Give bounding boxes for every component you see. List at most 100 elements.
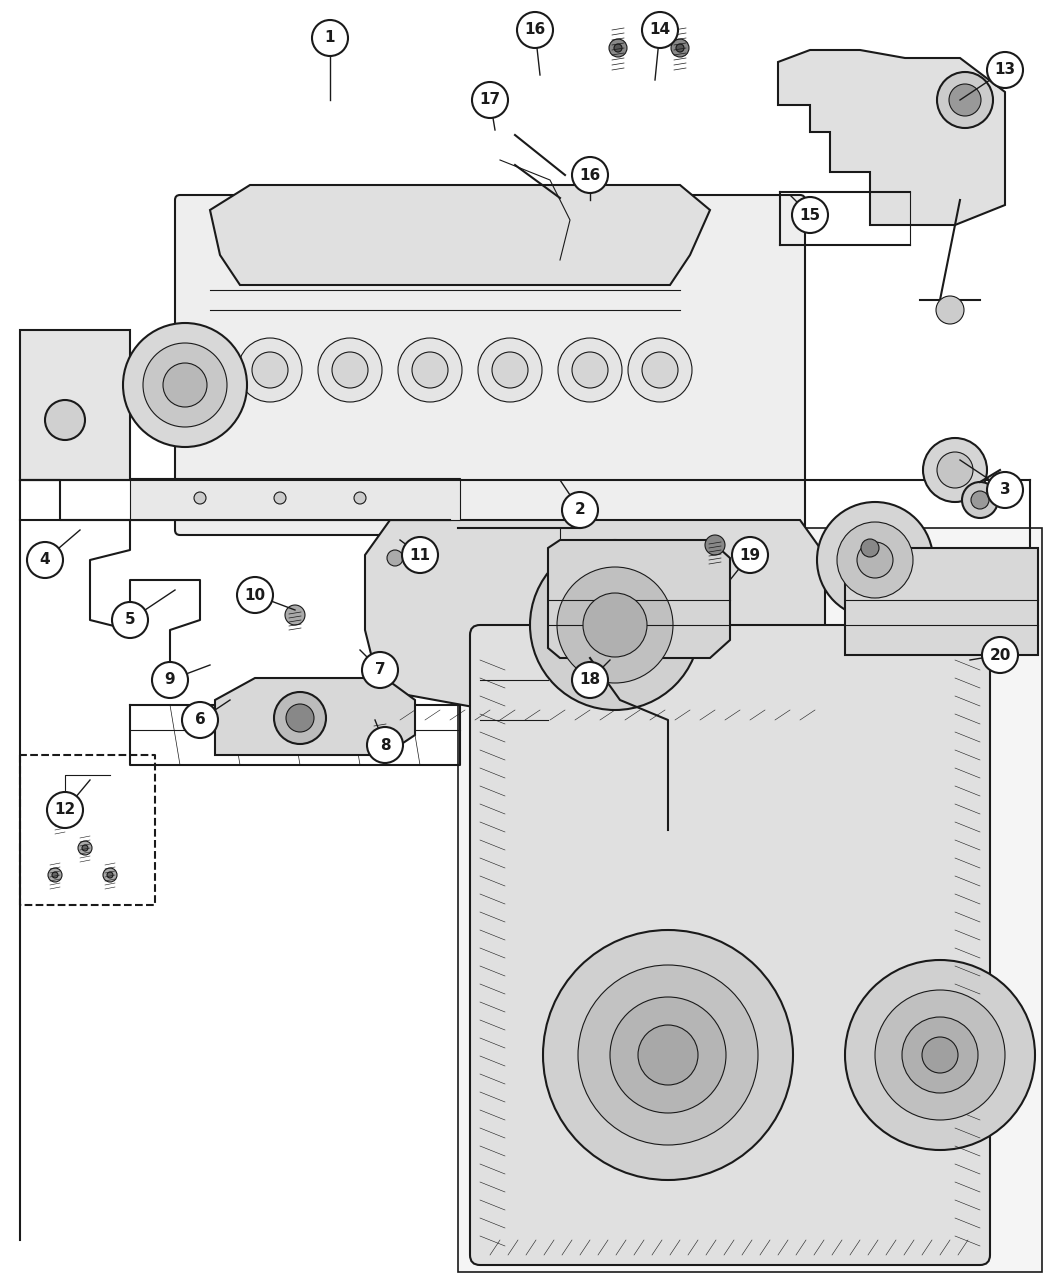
Circle shape	[123, 323, 247, 448]
Circle shape	[274, 692, 326, 745]
Circle shape	[556, 567, 673, 683]
Circle shape	[143, 343, 227, 427]
Circle shape	[530, 541, 700, 710]
Circle shape	[112, 602, 148, 638]
Text: 4: 4	[40, 552, 50, 567]
Circle shape	[614, 45, 622, 52]
Circle shape	[936, 296, 964, 324]
Text: 5: 5	[125, 612, 135, 627]
Polygon shape	[210, 185, 710, 286]
Circle shape	[642, 11, 678, 48]
FancyBboxPatch shape	[470, 625, 990, 1265]
Circle shape	[962, 482, 998, 518]
Circle shape	[837, 521, 914, 598]
Text: 13: 13	[994, 62, 1015, 78]
Text: 7: 7	[375, 663, 385, 677]
Circle shape	[274, 492, 286, 504]
Text: 12: 12	[55, 802, 76, 817]
Text: 18: 18	[580, 672, 601, 687]
Circle shape	[817, 502, 933, 618]
Text: 14: 14	[650, 23, 671, 37]
Circle shape	[163, 363, 207, 407]
Circle shape	[372, 740, 388, 756]
FancyBboxPatch shape	[458, 528, 1042, 1272]
Circle shape	[412, 352, 448, 388]
Circle shape	[82, 845, 88, 850]
Polygon shape	[365, 520, 825, 720]
Text: 9: 9	[165, 672, 175, 687]
Circle shape	[52, 872, 58, 878]
Circle shape	[628, 338, 692, 402]
Circle shape	[572, 662, 608, 697]
Circle shape	[671, 40, 689, 57]
Circle shape	[638, 1025, 698, 1085]
Circle shape	[875, 989, 1005, 1119]
Circle shape	[845, 960, 1035, 1150]
Circle shape	[332, 352, 368, 388]
Circle shape	[857, 542, 892, 578]
Circle shape	[402, 537, 438, 572]
Circle shape	[57, 817, 63, 822]
Circle shape	[107, 872, 113, 878]
Circle shape	[923, 439, 987, 502]
Text: 20: 20	[989, 648, 1011, 663]
Circle shape	[472, 82, 508, 119]
Circle shape	[285, 606, 304, 625]
Circle shape	[705, 536, 724, 555]
Circle shape	[922, 1037, 958, 1074]
Circle shape	[517, 11, 553, 48]
Circle shape	[949, 84, 981, 116]
Circle shape	[182, 703, 218, 738]
Circle shape	[387, 550, 403, 566]
Circle shape	[78, 842, 92, 856]
Circle shape	[583, 593, 647, 657]
Text: 16: 16	[524, 23, 546, 37]
Circle shape	[902, 1017, 978, 1093]
Circle shape	[478, 338, 542, 402]
Circle shape	[238, 338, 302, 402]
Text: 16: 16	[580, 167, 601, 182]
Polygon shape	[845, 548, 1038, 655]
Circle shape	[252, 352, 288, 388]
Circle shape	[362, 652, 398, 688]
Circle shape	[237, 578, 273, 613]
Circle shape	[987, 472, 1023, 507]
Text: 19: 19	[739, 547, 760, 562]
Text: 15: 15	[799, 208, 820, 223]
Polygon shape	[215, 678, 415, 755]
Circle shape	[861, 539, 879, 557]
Circle shape	[558, 338, 622, 402]
Text: 8: 8	[380, 737, 391, 752]
Circle shape	[971, 491, 989, 509]
Text: 2: 2	[574, 502, 586, 518]
Circle shape	[48, 868, 62, 882]
Circle shape	[318, 338, 382, 402]
Circle shape	[987, 52, 1023, 88]
Circle shape	[642, 352, 678, 388]
Circle shape	[152, 662, 188, 697]
Polygon shape	[130, 478, 460, 520]
Circle shape	[572, 352, 608, 388]
Text: 11: 11	[410, 547, 430, 562]
Circle shape	[610, 997, 726, 1113]
Circle shape	[543, 929, 793, 1179]
Circle shape	[492, 352, 528, 388]
Circle shape	[572, 157, 608, 193]
Circle shape	[286, 704, 314, 732]
Circle shape	[45, 400, 85, 440]
Text: 17: 17	[480, 93, 501, 107]
Circle shape	[609, 40, 627, 57]
Circle shape	[676, 45, 684, 52]
Circle shape	[578, 965, 758, 1145]
Circle shape	[47, 792, 83, 827]
Circle shape	[937, 71, 993, 128]
Circle shape	[103, 868, 117, 882]
Circle shape	[312, 20, 348, 56]
Circle shape	[52, 813, 67, 827]
Circle shape	[27, 542, 63, 578]
Circle shape	[398, 338, 462, 402]
Circle shape	[194, 492, 206, 504]
Text: 10: 10	[245, 588, 266, 603]
Text: 1: 1	[324, 31, 335, 46]
FancyBboxPatch shape	[20, 330, 130, 479]
